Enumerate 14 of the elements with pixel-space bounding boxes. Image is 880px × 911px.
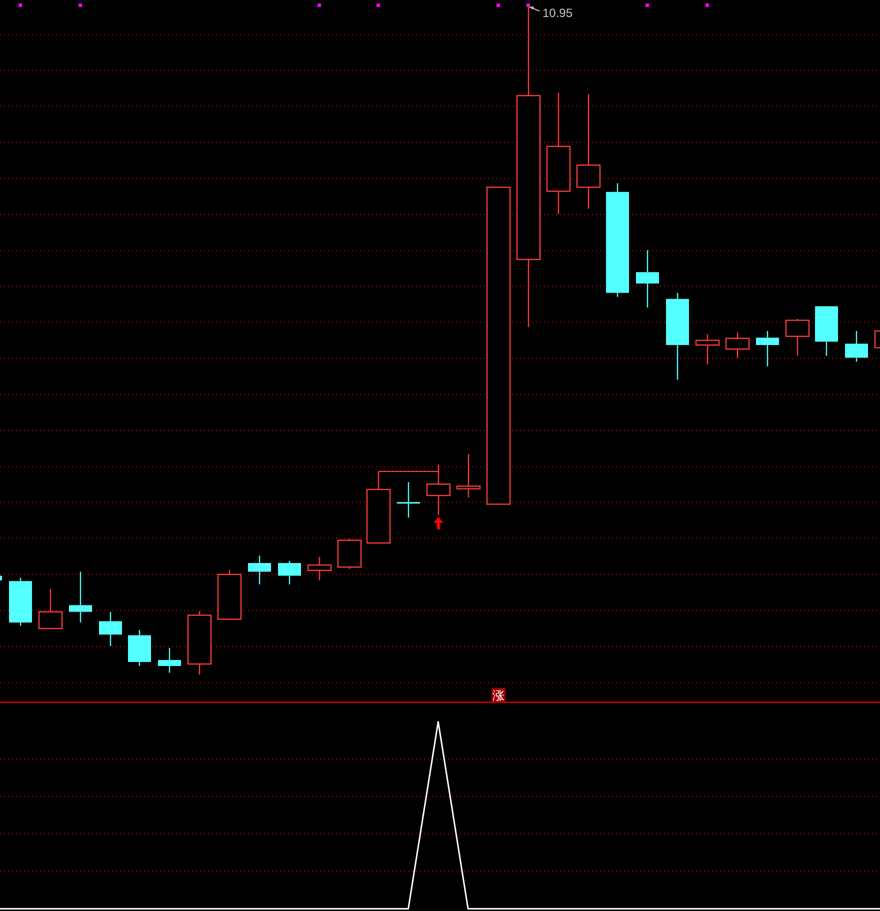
- candlestick: [397, 482, 420, 518]
- candlestick: [69, 571, 92, 624]
- candlestick: [278, 560, 301, 586]
- candlestick: [99, 611, 122, 647]
- candlestick: [815, 306, 838, 356]
- candlestick: [666, 292, 689, 380]
- candlestick: [756, 330, 779, 368]
- annotation: 10.95: [542, 6, 573, 20]
- candlestick: [128, 629, 151, 667]
- candlestick: [158, 647, 181, 674]
- candlestick: [248, 555, 271, 586]
- candlestick: [636, 249, 659, 308]
- candlestick: [606, 182, 629, 298]
- candlestick: [845, 330, 868, 362]
